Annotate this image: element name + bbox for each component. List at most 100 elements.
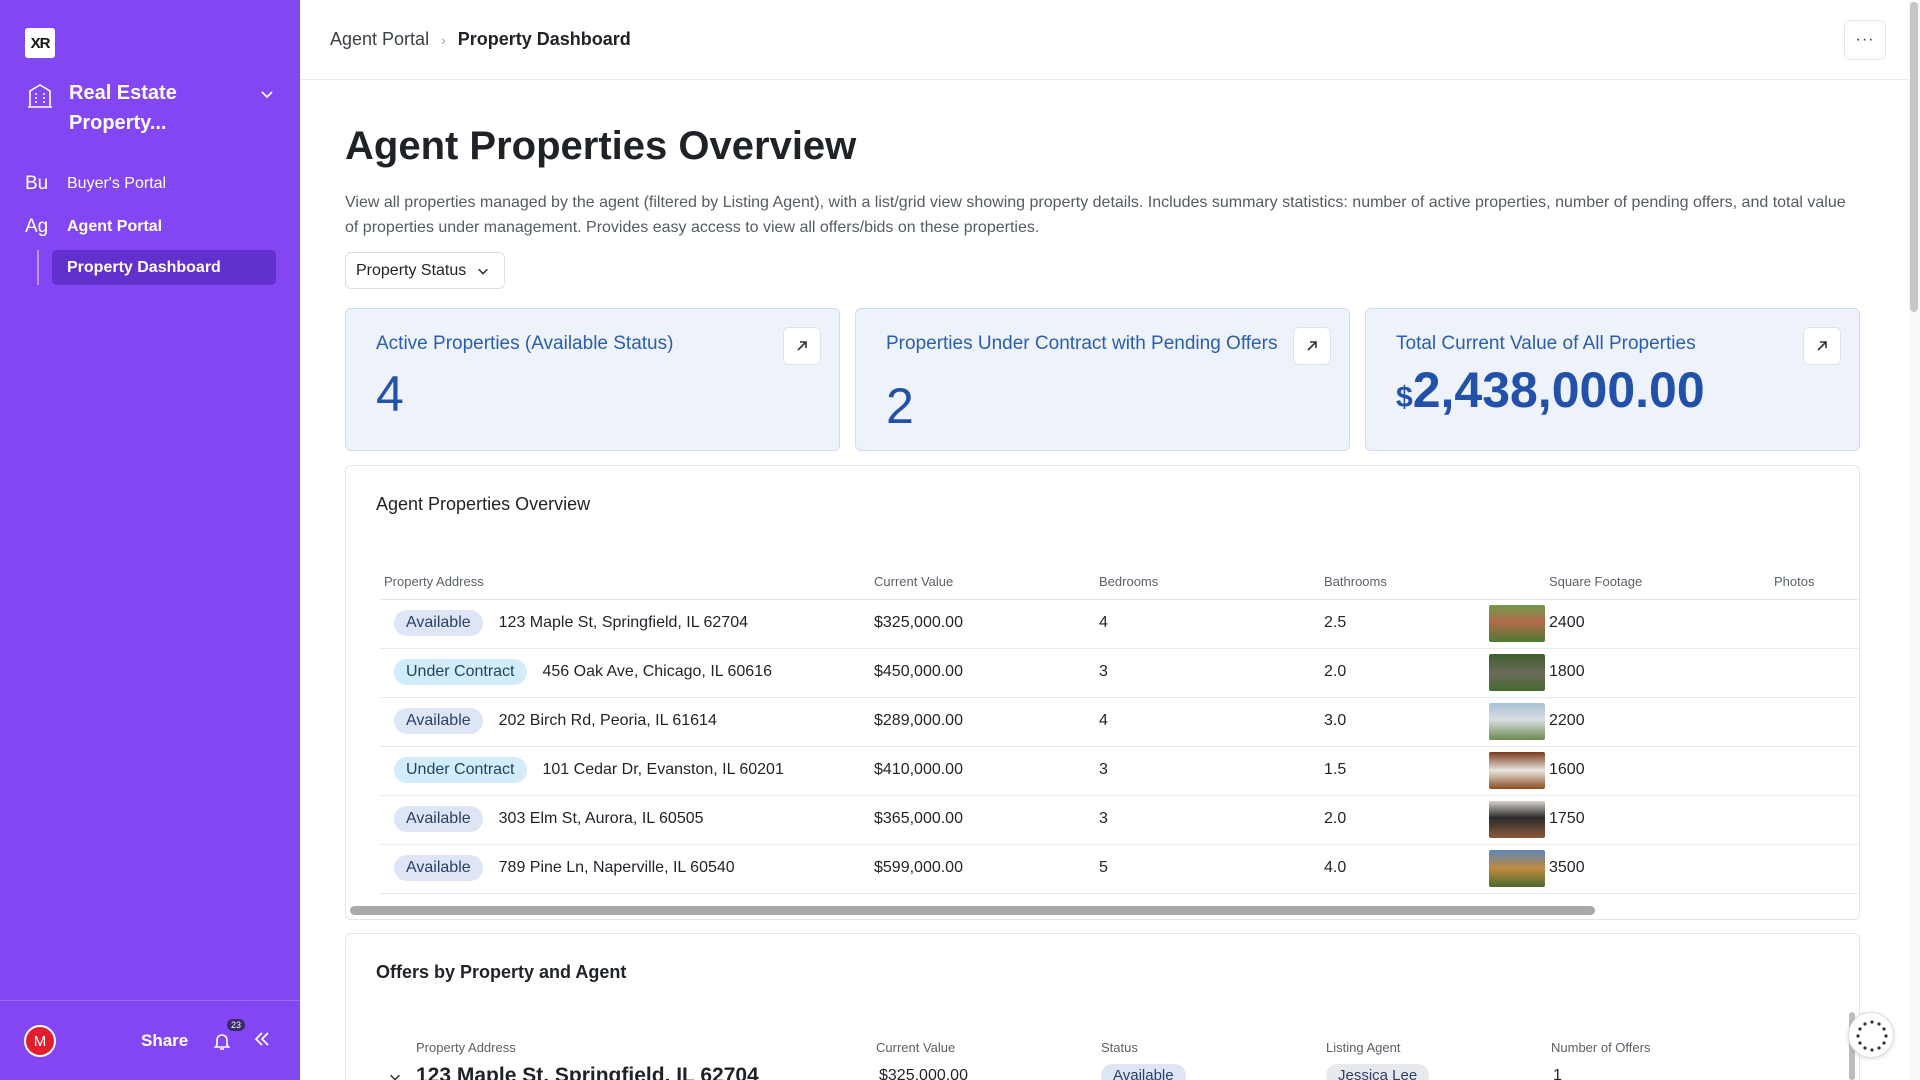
stat-card-total-value: Total Current Value of All Properties $2…: [1365, 308, 1860, 451]
property-photo[interactable]: [1489, 605, 1545, 642]
avatar[interactable]: M: [24, 1025, 56, 1057]
table-row[interactable]: Available 123 Maple St, Springfield, IL 6…: [380, 600, 1859, 649]
square-footage: 2400: [1549, 614, 1585, 631]
column-header[interactable]: Bedrooms: [1099, 574, 1159, 589]
offer-count: 1: [1553, 1067, 1562, 1080]
stat-value: 4: [376, 366, 404, 422]
page-scrollbar[interactable]: [1908, 0, 1920, 1080]
horizontal-scrollbar[interactable]: [350, 906, 1595, 915]
arrow-up-right-icon: [1307, 341, 1317, 351]
breadcrumb-agent-portal[interactable]: Agent Portal: [330, 29, 430, 49]
property-photo[interactable]: [1489, 850, 1545, 887]
bedrooms: 3: [1099, 810, 1108, 827]
chevron-right-icon: ›: [441, 31, 446, 48]
bathrooms: 4.0: [1324, 859, 1347, 876]
table-row[interactable]: Available 789 Pine Ln, Naperville, IL 605…: [380, 845, 1859, 894]
column-header[interactable]: Number of Offers: [1551, 1040, 1651, 1055]
chevron-down-icon[interactable]: [388, 1070, 402, 1080]
app-name: Real Estate Property...: [69, 82, 177, 134]
scrollbar-thumb[interactable]: [1910, 2, 1918, 312]
sidebar: XR Real Estate Property... Bu Buyer's Po…: [0, 0, 300, 1080]
bathrooms: 1.5: [1324, 761, 1347, 778]
table-row[interactable]: Available 202 Birch Rd, Peoria, IL 61614 …: [380, 698, 1859, 747]
table-header: Property Address Current Value Bedrooms …: [380, 566, 1859, 600]
table-row[interactable]: Available 303 Elm St, Aurora, IL 60505 $3…: [380, 796, 1859, 845]
property-address: 202 Birch Rd, Peoria, IL 61614: [498, 712, 717, 729]
loading-spinner-icon: [1848, 1012, 1894, 1058]
open-button[interactable]: [1293, 327, 1331, 365]
property-photo[interactable]: [1489, 654, 1545, 691]
agent-badge: Jessica Lee: [1326, 1064, 1430, 1080]
current-value: $365,000.00: [874, 810, 963, 827]
stat-amount: 2,438,000.00: [1412, 362, 1705, 418]
column-header[interactable]: Current Value: [876, 1040, 956, 1055]
arrow-up-right-icon: [1817, 341, 1827, 351]
property-address: 789 Pine Ln, Naperville, IL 60540: [498, 859, 735, 876]
table-row[interactable]: Under Contract 456 Oak Ave, Chicago, IL 6…: [380, 649, 1859, 698]
column-header[interactable]: Current Value: [874, 574, 954, 589]
column-header[interactable]: Status: [1101, 1040, 1138, 1055]
current-value: $325,000.00: [874, 614, 963, 631]
status-badge: Available: [394, 855, 483, 881]
spinner-dots-icon: [1856, 1020, 1888, 1052]
square-footage: 3500: [1549, 859, 1585, 876]
column-header[interactable]: Square Footage: [1549, 574, 1643, 589]
chevron-down-icon[interactable]: [259, 86, 275, 102]
square-footage: 2200: [1549, 712, 1585, 729]
arrow-up-right-icon: [797, 341, 807, 351]
square-footage: 1750: [1549, 810, 1585, 827]
table-row[interactable]: Under Contract 101 Cedar Dr, Evanston, IL…: [380, 747, 1859, 796]
property-address: 101 Cedar Dr, Evanston, IL 60201: [542, 761, 784, 778]
column-header[interactable]: Property Address: [416, 1040, 516, 1055]
bathrooms: 2.5: [1324, 614, 1347, 631]
stat-card-pending-offers: Properties Under Contract with Pending O…: [855, 308, 1350, 451]
bathrooms: 2.0: [1324, 663, 1347, 680]
offers-table-card: Offers by Property and Agent Property Ad…: [345, 933, 1860, 1080]
sidebar-item-property-dashboard[interactable]: Property Dashboard: [52, 250, 276, 285]
bell-icon[interactable]: [212, 1031, 232, 1051]
nav-indent-line: [37, 250, 39, 285]
open-button[interactable]: [783, 327, 821, 365]
bedrooms: 4: [1099, 712, 1108, 729]
square-footage: 1800: [1549, 663, 1585, 680]
address-cell: Under Contract 456 Oak Ave, Chicago, IL 6…: [394, 659, 772, 685]
status-badge: Under Contract: [394, 757, 527, 783]
property-address: 123 Maple St, Springfield, IL 62704: [416, 1064, 759, 1080]
open-button[interactable]: [1803, 327, 1841, 365]
collapse-sidebar-icon[interactable]: [252, 1029, 272, 1049]
bedrooms: 3: [1099, 761, 1108, 778]
stat-label: Active Properties (Available Status): [376, 333, 674, 354]
status-badge: Available: [394, 610, 483, 636]
card-title: Agent Properties Overview: [376, 494, 591, 514]
stat-card-active-properties: Active Properties (Available Status) 4: [345, 308, 840, 451]
column-header[interactable]: Photos: [1774, 574, 1815, 589]
more-options-button[interactable]: ···: [1844, 20, 1886, 60]
share-button[interactable]: Share: [141, 1031, 189, 1050]
status-badge: Available: [1101, 1064, 1186, 1080]
status-badge: Under Contract: [394, 659, 527, 685]
page-title: Agent Properties Overview: [345, 124, 857, 168]
property-photo[interactable]: [1489, 703, 1545, 740]
breadcrumb-current: Property Dashboard: [457, 29, 631, 49]
app-switcher[interactable]: Real Estate Property...: [25, 78, 275, 138]
column-header[interactable]: Bathrooms: [1324, 574, 1387, 589]
bathrooms: 3.0: [1324, 712, 1347, 729]
column-header[interactable]: Listing Agent: [1326, 1040, 1401, 1055]
current-value: $450,000.00: [874, 663, 963, 680]
sidebar-item-agent-portal[interactable]: Ag Agent Portal: [25, 216, 162, 238]
stat-value: 2: [886, 378, 914, 434]
sidebar-item-label: Buyer's Portal: [67, 175, 167, 192]
chevron-down-icon: [478, 268, 489, 275]
property-address: 123 Maple St, Springfield, IL 62704: [498, 614, 748, 631]
column-header[interactable]: Property Address: [384, 574, 484, 589]
properties-table-card: Agent Properties Overview Property Addre…: [345, 465, 1860, 920]
property-photo[interactable]: [1489, 752, 1545, 789]
property-photo[interactable]: [1489, 801, 1545, 838]
property-status-filter[interactable]: Property Status: [345, 252, 506, 289]
breadcrumb: Agent Portal › Property Dashboard: [330, 29, 631, 50]
sidebar-footer: M Share 23: [0, 1000, 300, 1080]
sidebar-item-buyers-portal[interactable]: Bu Buyer's Portal: [25, 173, 166, 195]
current-value: $410,000.00: [874, 761, 963, 778]
app-logo: XR: [25, 28, 55, 58]
status-badge: Available: [394, 708, 483, 734]
